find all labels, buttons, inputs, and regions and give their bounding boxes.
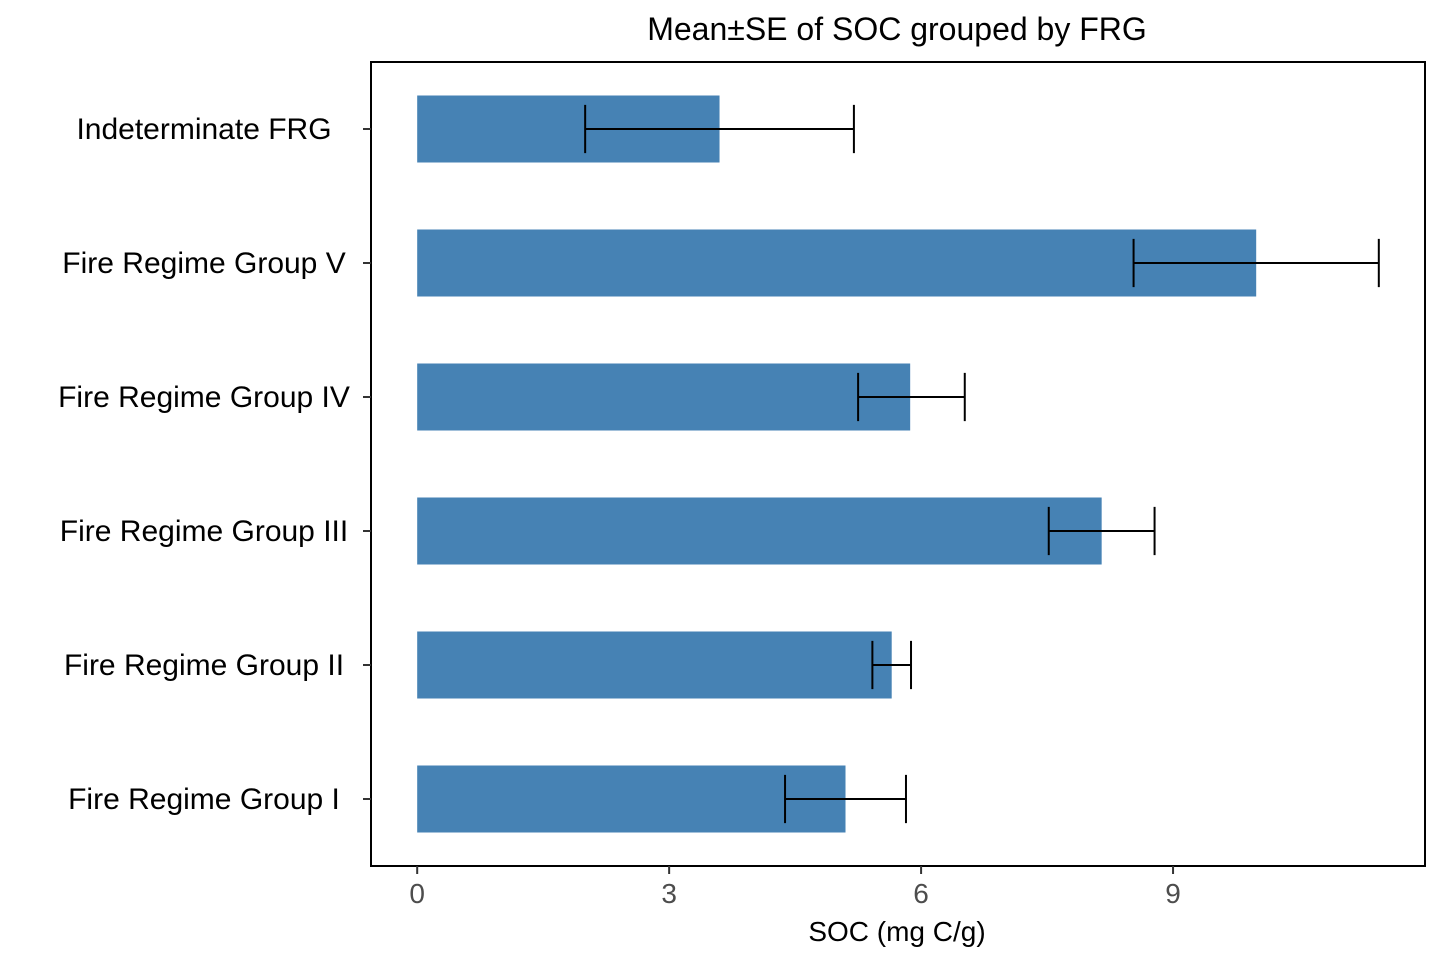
y-tick-label: Fire Regime Group II (64, 649, 344, 682)
y-tick-label: Fire Regime Group III (60, 515, 348, 548)
bar (417, 229, 1257, 297)
y-tick-label: Fire Regime Group IV (58, 381, 350, 414)
y-tick-label: Fire Regime Group I (68, 783, 340, 816)
bar (417, 631, 892, 699)
x-axis: 0 3 6 9 (409, 866, 1181, 909)
x-tick-label: 0 (409, 878, 425, 909)
y-tick-label: Indeterminate FRG (76, 113, 331, 146)
y-axis: Fire Regime Group I Fire Regime Group II F… (58, 113, 371, 816)
x-tick-label: 9 (1165, 878, 1181, 909)
y-tick-label: Fire Regime Group V (62, 247, 345, 280)
bar (417, 363, 911, 431)
x-tick-label: 3 (661, 878, 677, 909)
plot-border (370, 61, 1426, 867)
x-tick-label: 6 (913, 878, 929, 909)
bar (417, 765, 846, 833)
chart-title: Mean±SE of SOC grouped by FRG (647, 11, 1147, 47)
bar (417, 497, 1102, 565)
plot-area (417, 95, 1380, 833)
x-axis-title: SOC (mg C/g) (808, 916, 985, 947)
